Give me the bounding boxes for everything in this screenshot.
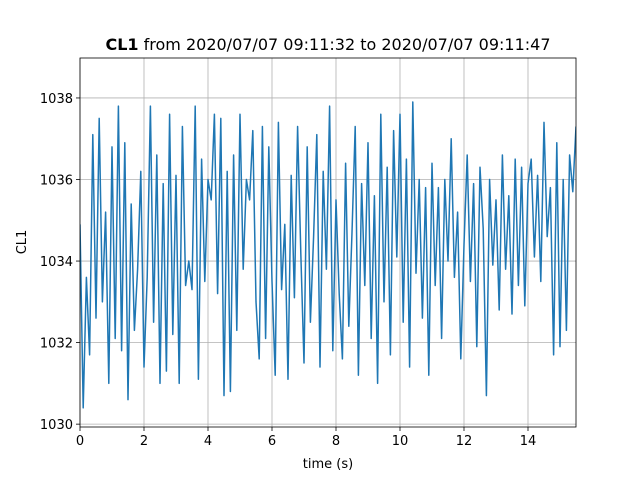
x-axis-label: time (s) bbox=[303, 457, 353, 472]
x-tick-label: 0 bbox=[76, 434, 84, 449]
y-tick-label: 1034 bbox=[40, 255, 73, 270]
x-tick-label: 6 bbox=[268, 434, 276, 449]
plot-frame bbox=[79, 57, 577, 428]
y-axis-label: CL1 bbox=[15, 230, 30, 255]
x-tick-label: 12 bbox=[456, 434, 473, 449]
x-tick-label: 14 bbox=[520, 434, 537, 449]
title-text: from 2020/07/07 09:11:32 to 2020/07/07 0… bbox=[144, 35, 551, 54]
x-tick-label: 10 bbox=[392, 434, 409, 449]
data-line bbox=[80, 101, 576, 409]
y-tick-label: 1036 bbox=[40, 174, 73, 189]
chart-title: CL1 from 2020/07/07 09:11:32 to 2020/07/… bbox=[105, 35, 550, 54]
y-tick-label: 1032 bbox=[40, 337, 73, 352]
y-tick-label: 1030 bbox=[40, 418, 73, 433]
y-tick-label: 1038 bbox=[40, 92, 73, 107]
x-tick-label: 8 bbox=[332, 434, 340, 449]
title-bold: CL1 bbox=[105, 35, 138, 54]
x-tick-label: 2 bbox=[140, 434, 148, 449]
x-tick-label: 4 bbox=[204, 434, 212, 449]
